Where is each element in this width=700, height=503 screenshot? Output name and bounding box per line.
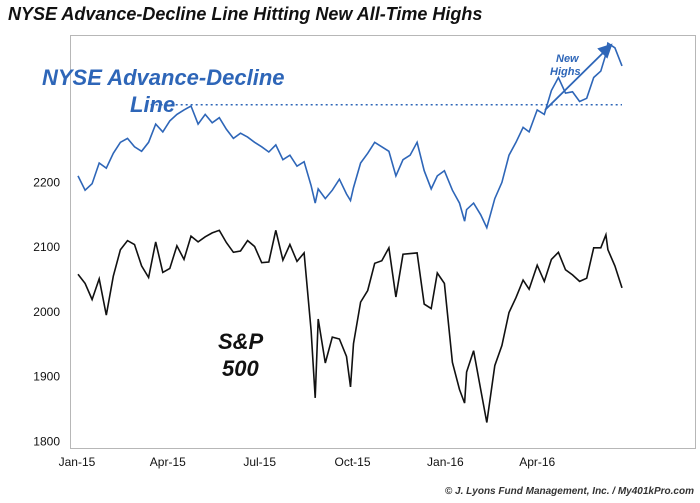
- x-tick-label: Apr-16: [519, 455, 555, 469]
- x-tick-label: Jan-15: [59, 455, 96, 469]
- spx-label-line-2: 500: [222, 356, 259, 381]
- y-tick-label: 1800: [33, 434, 60, 448]
- x-tick-label: Jan-16: [427, 455, 464, 469]
- adl-label-line-1: NYSE Advance-Decline: [42, 65, 285, 90]
- spx-label-line-1: S&P: [218, 329, 264, 354]
- x-tick-label: Jul-15: [243, 455, 276, 469]
- new-highs-label-line-2: Highs: [550, 66, 581, 78]
- new-highs-label-line-1: New: [556, 53, 580, 65]
- y-tick-label: 2100: [33, 240, 60, 254]
- y-tick-label: 2200: [33, 175, 60, 189]
- adl-series-line: [77, 41, 623, 230]
- chart-title: NYSE Advance-Decline Line Hitting New Al…: [8, 4, 483, 24]
- spx-series-line: [77, 229, 623, 423]
- adl-label-line-2: Line: [130, 92, 175, 117]
- x-tick-label: Oct-15: [335, 455, 371, 469]
- y-tick-label: 1900: [33, 370, 60, 384]
- y-axis: 1800 1900 2000 2100 2200: [33, 175, 60, 448]
- credit-text: © J. Lyons Fund Management, Inc. / My401…: [444, 486, 694, 497]
- x-tick-label: Apr-15: [150, 455, 186, 469]
- x-axis: Jan-15 Apr-15 Jul-15 Oct-15 Jan-16 Apr-16: [59, 455, 556, 469]
- y-tick-label: 2000: [33, 305, 60, 319]
- plot-area: [70, 35, 696, 449]
- new-highs-arrow: [544, 43, 613, 111]
